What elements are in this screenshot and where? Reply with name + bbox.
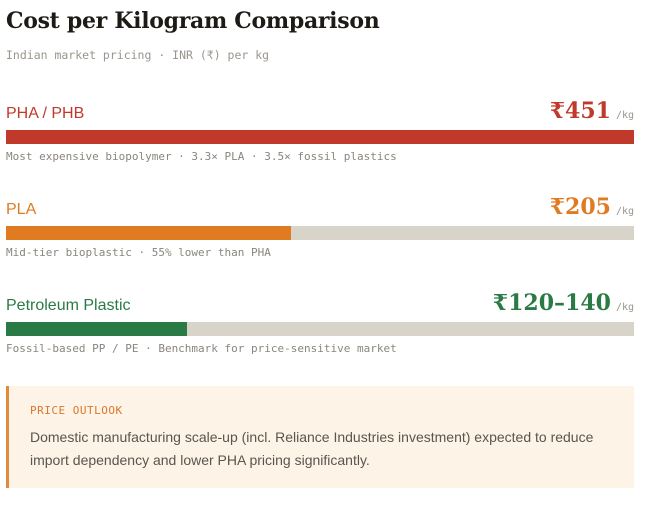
category-label: PLA — [6, 201, 37, 218]
unit-label: /kg — [615, 302, 634, 313]
bar-track — [6, 322, 634, 336]
bar — [6, 130, 634, 144]
value-label-group: ₹205/kg — [550, 194, 634, 220]
outlook-body: Domestic manufacturing scale-up (incl. R… — [30, 429, 594, 468]
chart-title: Cost per Kilogram Comparison — [6, 8, 380, 34]
value-label: ₹120–140 — [492, 290, 611, 316]
value-label-group: ₹120–140/kg — [493, 290, 634, 316]
value-label: ₹205 — [549, 194, 611, 220]
category-label: Petroleum Plastic — [6, 297, 131, 314]
price-outlook-callout: PRICE OUTLOOK Domestic manufacturing sca… — [6, 386, 634, 488]
bar-note: Most expensive biopolymer · 3.3× PLA · 3… — [6, 150, 397, 163]
value-label: ₹451 — [549, 98, 611, 124]
bar-track — [6, 226, 634, 240]
bar-row-header: PHA / PHB ₹451/kg — [6, 96, 634, 126]
bar-row-header: PLA ₹205/kg — [6, 192, 634, 222]
chart-subtitle: Indian market pricing · INR (₹) per kg — [6, 48, 270, 62]
unit-label: /kg — [615, 206, 634, 217]
value-label-group: ₹451/kg — [550, 98, 634, 124]
unit-label: /kg — [615, 110, 634, 121]
bar — [6, 226, 291, 240]
outlook-title: PRICE OUTLOOK — [30, 404, 123, 417]
bar-track — [6, 130, 634, 144]
bar-row: Petroleum Plastic ₹120–140/kg Fossil-based… — [6, 288, 634, 355]
bar-note: Mid-tier bioplastic · 55% lower than PHA — [6, 246, 271, 259]
bar-row: PHA / PHB ₹451/kg Most expensive biopolyme… — [6, 96, 634, 163]
bar — [6, 322, 187, 336]
bar-note: Fossil-based PP / PE · Benchmark for pri… — [6, 342, 397, 355]
bar-row: PLA ₹205/kg Mid-tier bioplastic · 55% lowe… — [6, 192, 634, 259]
bar-row-header: Petroleum Plastic ₹120–140/kg — [6, 288, 634, 318]
category-label: PHA / PHB — [6, 105, 85, 122]
